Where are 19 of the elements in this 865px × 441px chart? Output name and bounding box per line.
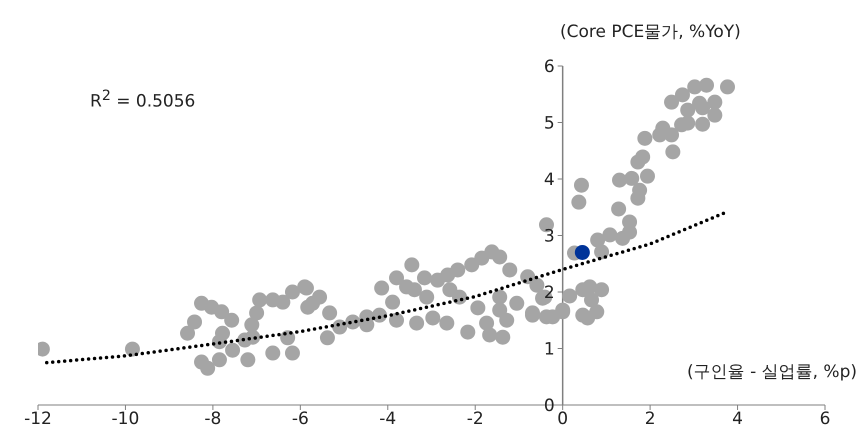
x-tick-label: -8 (204, 409, 222, 430)
y-tick-label: 4 (544, 170, 555, 190)
y-tick-label: 6 (544, 56, 555, 77)
x-tick-label: -12 (24, 409, 52, 430)
x-tick-label: 2 (644, 409, 656, 430)
x-tick-label: -2 (466, 409, 484, 430)
x-axis-title: (구인율 - 실업률, %p) (687, 361, 857, 383)
y-tick-label: 1 (544, 339, 555, 360)
line-series (44, 211, 726, 364)
y-tick-label: 5 (544, 113, 555, 134)
x-tick-label: -10 (112, 409, 140, 430)
x-tick-label: -6 (292, 409, 309, 430)
y-tick-label: 3 (544, 226, 555, 246)
x-tick-label: 0 (557, 409, 568, 430)
x-tick-label: 6 (820, 409, 830, 430)
annotation: R$^{2}$ = 0.5056 (90, 88, 196, 112)
y-axis-title: (Core PCE물가, %YoY) (560, 21, 741, 43)
x-tick-label: -4 (379, 409, 396, 430)
x-tick-label: 4 (732, 409, 743, 430)
